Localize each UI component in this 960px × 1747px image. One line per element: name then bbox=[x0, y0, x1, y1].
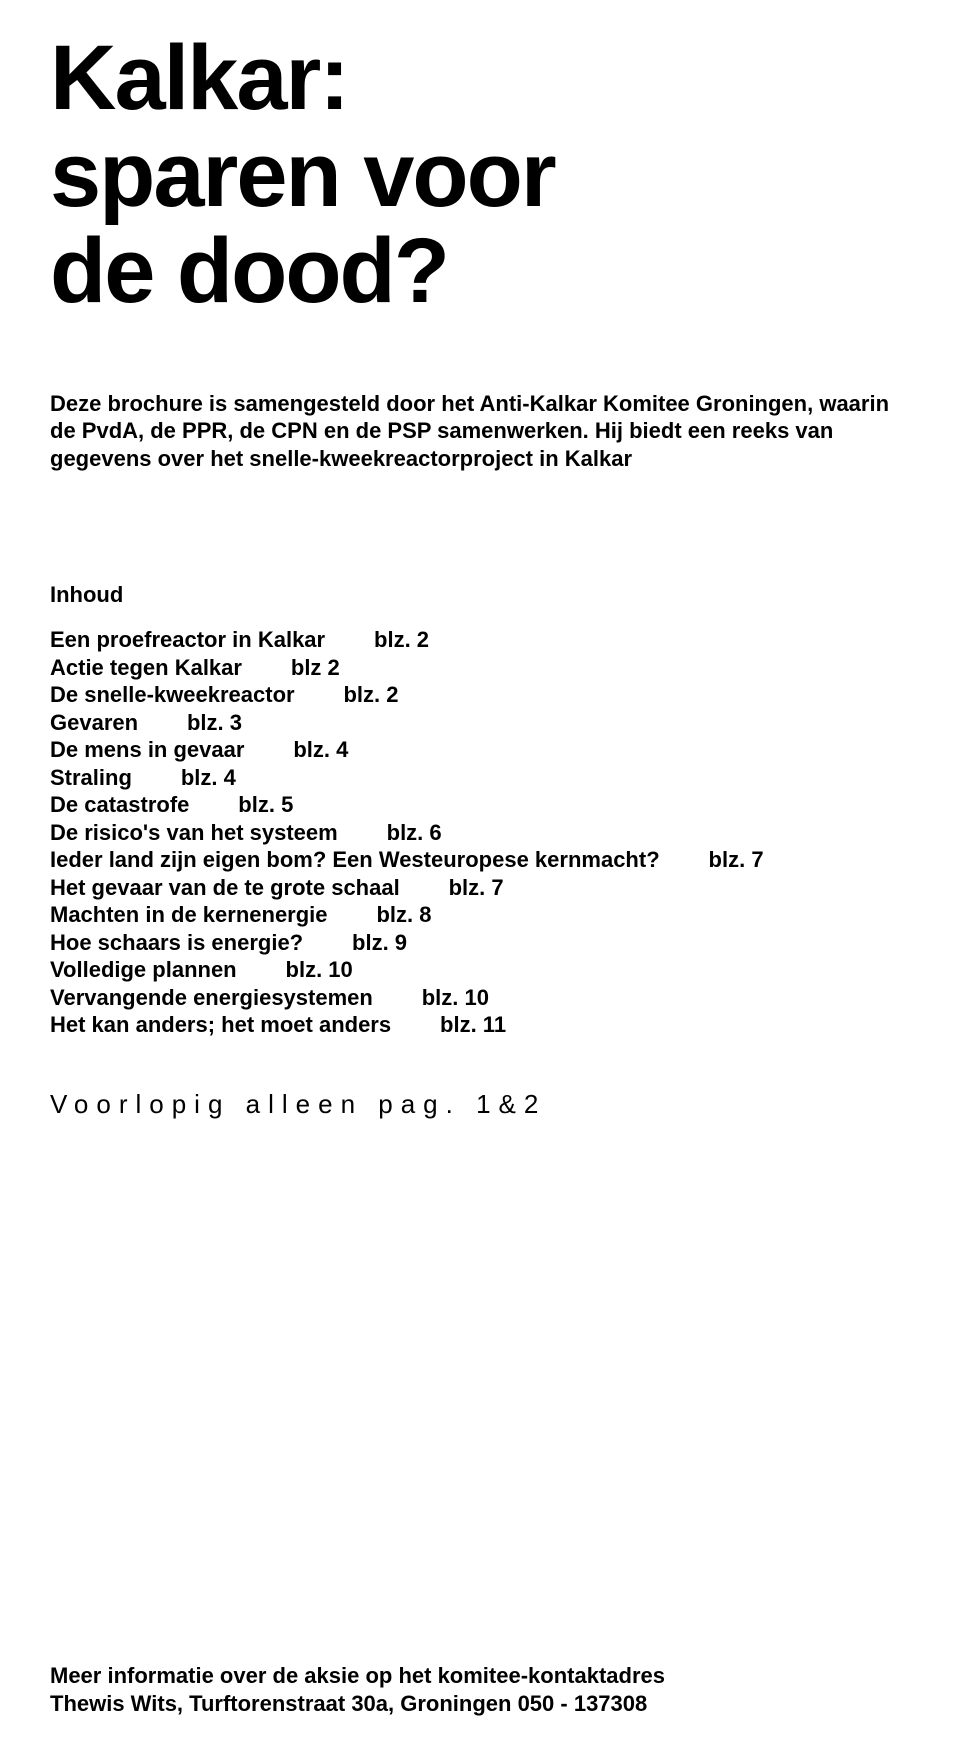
toc-list: Een proefreactor in Kalkar blz. 2 Actie … bbox=[50, 626, 910, 1039]
contact-footer: Meer informatie over de aksie op het kom… bbox=[50, 1662, 665, 1717]
toc-page: blz. 7 bbox=[709, 847, 764, 872]
toc-item: De risico's van het systeem blz. 6 bbox=[50, 819, 910, 847]
toc-label: Vervangende energiesystemen bbox=[50, 985, 373, 1010]
toc-page: blz. 3 bbox=[187, 710, 242, 735]
footer-line-1: Meer informatie over de aksie op het kom… bbox=[50, 1662, 665, 1690]
toc-label: Het kan anders; het moet anders bbox=[50, 1012, 391, 1037]
toc-heading: Inhoud bbox=[50, 582, 910, 608]
availability-note: Voorlopig alleen pag. 1&2 bbox=[50, 1089, 910, 1120]
toc-item: Het kan anders; het moet anders blz. 11 bbox=[50, 1011, 910, 1039]
toc-item: Een proefreactor in Kalkar blz. 2 bbox=[50, 626, 910, 654]
toc-page: blz. 9 bbox=[352, 930, 407, 955]
toc-page: blz. 8 bbox=[376, 902, 431, 927]
page-title: Kalkar: sparen voor de dood? bbox=[50, 30, 910, 320]
document-page: Kalkar: sparen voor de dood? Deze brochu… bbox=[0, 0, 960, 1747]
toc-label: Straling bbox=[50, 765, 132, 790]
toc-item: De mens in gevaar blz. 4 bbox=[50, 736, 910, 764]
toc-label: Actie tegen Kalkar bbox=[50, 655, 242, 680]
toc-label: Ieder land zijn eigen bom? Een Westeurop… bbox=[50, 847, 660, 872]
toc-label: Een proefreactor in Kalkar bbox=[50, 627, 325, 652]
footer-line-2: Thewis Wits, Turftorenstraat 30a, Gronin… bbox=[50, 1690, 665, 1718]
toc-label: De mens in gevaar bbox=[50, 737, 244, 762]
toc-item: Straling blz. 4 bbox=[50, 764, 910, 792]
title-line-1: Kalkar: bbox=[50, 27, 348, 129]
toc-page: blz. 5 bbox=[238, 792, 293, 817]
toc-item: Ieder land zijn eigen bom? Een Westeurop… bbox=[50, 846, 910, 874]
toc-page: blz. 11 bbox=[440, 1012, 506, 1037]
toc-label: Machten in de kernenergie bbox=[50, 902, 328, 927]
toc-page: blz. 2 bbox=[374, 627, 429, 652]
toc-item: De catastrofe blz. 5 bbox=[50, 791, 910, 819]
toc-page: blz 2 bbox=[291, 655, 340, 680]
toc-page: blz. 10 bbox=[422, 985, 489, 1010]
toc-page: blz. 6 bbox=[387, 820, 442, 845]
toc-item: Machten in de kernenergie blz. 8 bbox=[50, 901, 910, 929]
toc-label: De snelle-kweekreactor bbox=[50, 682, 295, 707]
toc-item: De snelle-kweekreactor blz. 2 bbox=[50, 681, 910, 709]
toc-item: Vervangende energiesystemen blz. 10 bbox=[50, 984, 910, 1012]
toc-label: De risico's van het systeem bbox=[50, 820, 338, 845]
toc-page: blz. 4 bbox=[181, 765, 236, 790]
toc-page: blz. 10 bbox=[286, 957, 353, 982]
toc-item: Gevaren blz. 3 bbox=[50, 709, 910, 737]
toc-label: Hoe schaars is energie? bbox=[50, 930, 303, 955]
toc-page: blz. 4 bbox=[293, 737, 348, 762]
intro-paragraph: Deze brochure is samengesteld door het A… bbox=[50, 390, 910, 473]
toc-item: Actie tegen Kalkar blz 2 bbox=[50, 654, 910, 682]
toc-label: Het gevaar van de te grote schaal bbox=[50, 875, 400, 900]
toc-page: blz. 2 bbox=[343, 682, 398, 707]
toc-item: Volledige plannen blz. 10 bbox=[50, 956, 910, 984]
title-line-2: sparen voor bbox=[50, 124, 555, 226]
toc-label: De catastrofe bbox=[50, 792, 189, 817]
toc-page: blz. 7 bbox=[449, 875, 504, 900]
toc-label: Gevaren bbox=[50, 710, 138, 735]
toc-item: Het gevaar van de te grote schaal blz. 7 bbox=[50, 874, 910, 902]
toc-label: Volledige plannen bbox=[50, 957, 237, 982]
title-line-3: de dood? bbox=[50, 220, 448, 322]
toc-item: Hoe schaars is energie? blz. 9 bbox=[50, 929, 910, 957]
